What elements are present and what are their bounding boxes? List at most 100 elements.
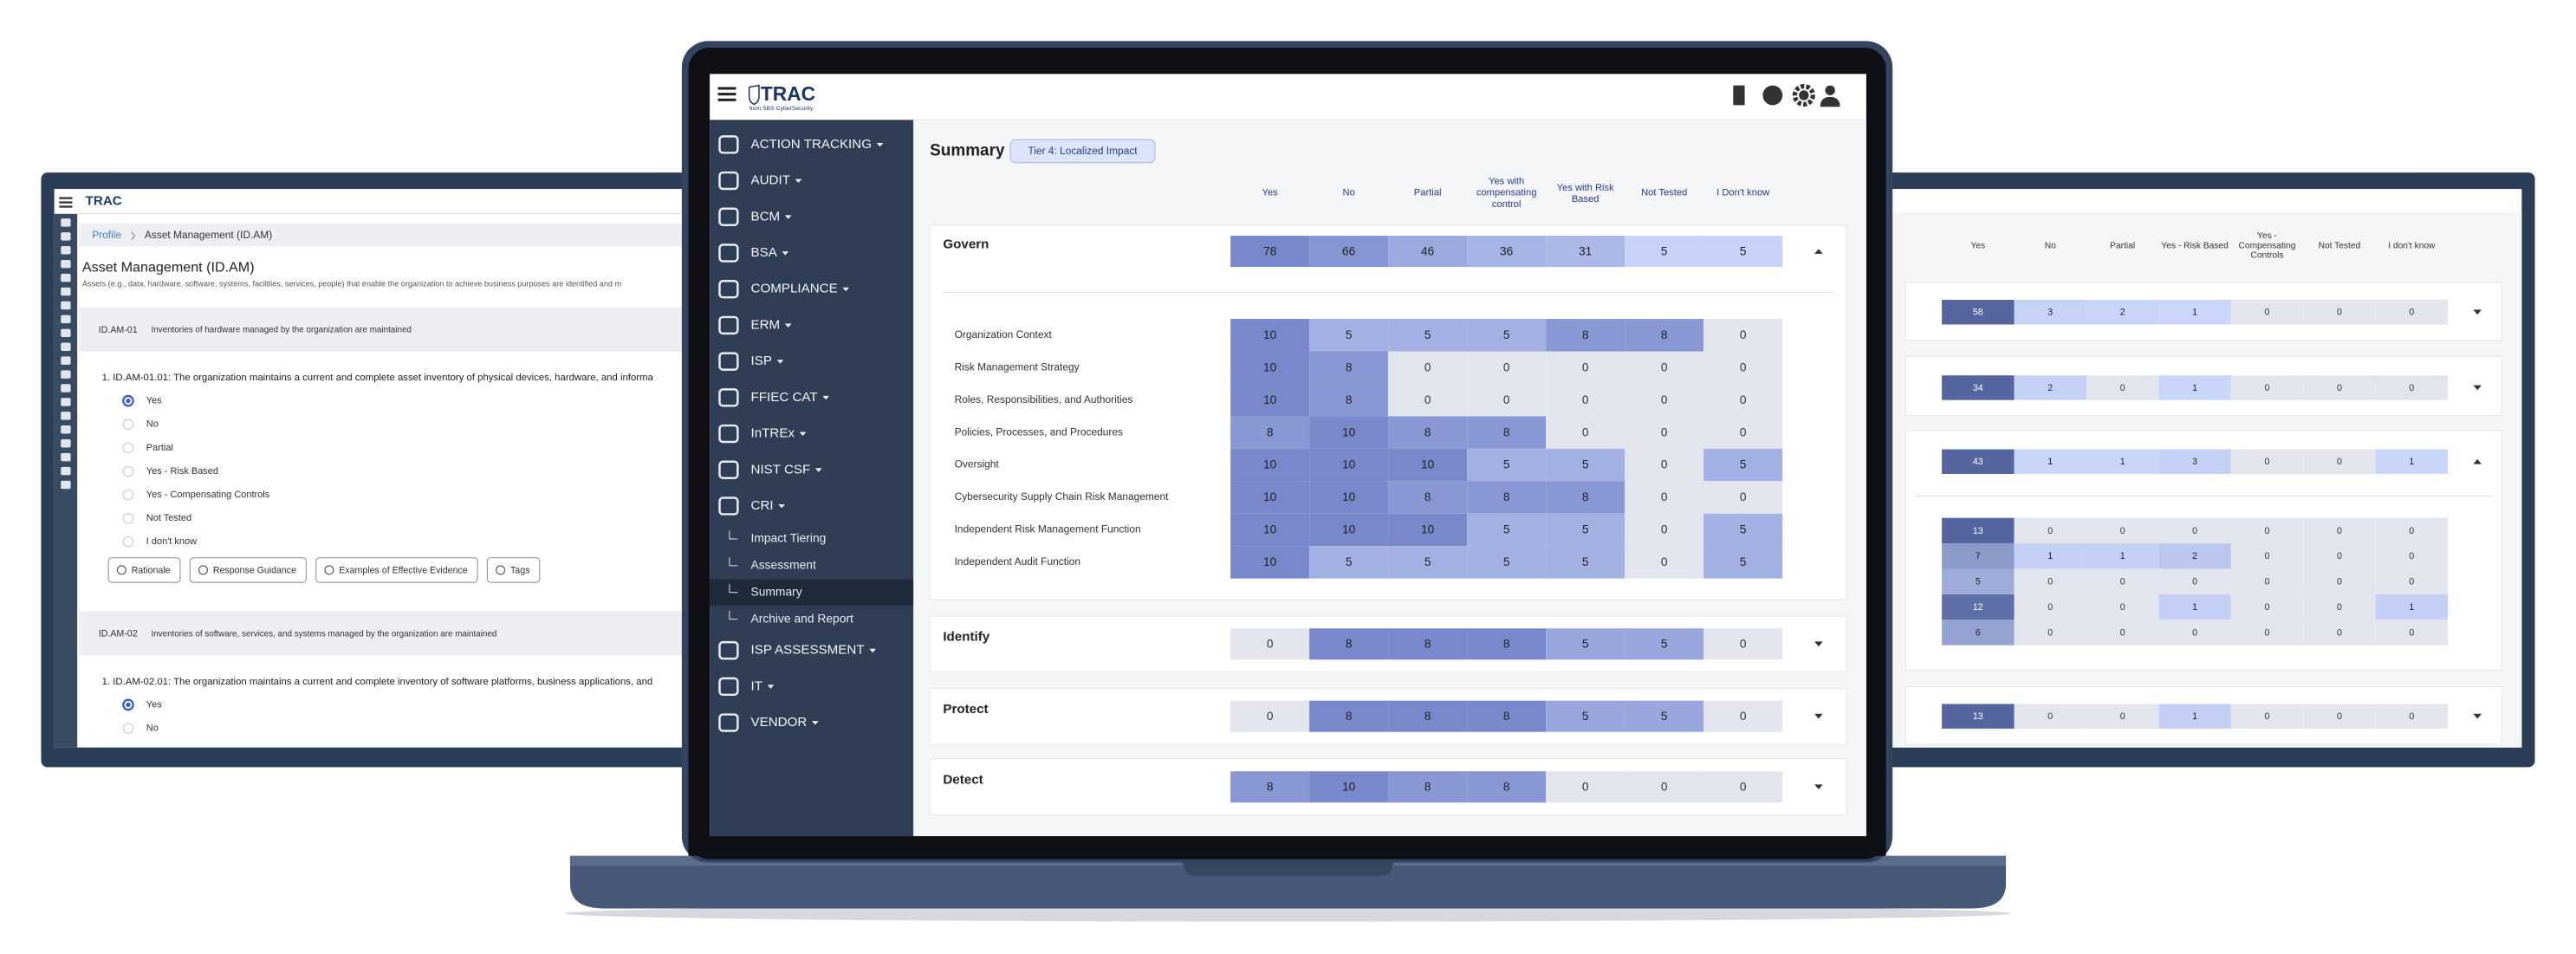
sidebar-icon[interactable] [61, 384, 71, 393]
heat-cell [2375, 517, 2449, 544]
sidebar-icon[interactable] [61, 398, 71, 406]
cell-value: 6 [1976, 627, 1981, 638]
radio[interactable] [122, 536, 134, 548]
cell-value: 43 [1973, 457, 1983, 467]
nav-subitem[interactable]: Summary [751, 584, 802, 598]
menu-icon[interactable] [717, 93, 736, 96]
button[interactable] [189, 557, 307, 583]
expand-toggle[interactable] [2473, 458, 2482, 464]
radio[interactable] [122, 723, 134, 734]
nav-item[interactable]: AUDIT [751, 173, 790, 188]
sidebar-icon[interactable] [61, 438, 71, 448]
sidebar-icon[interactable] [61, 246, 71, 255]
sidebar-icon[interactable] [61, 356, 71, 365]
expand-toggle[interactable] [1814, 784, 1823, 790]
option-label[interactable]: Partial [146, 443, 173, 453]
expand-toggle[interactable] [2473, 309, 2482, 315]
sidebar-icon[interactable] [61, 328, 71, 338]
radio[interactable] [122, 442, 134, 454]
cell-value: 12 [1973, 602, 1983, 613]
nav-item[interactable]: InTREx [751, 426, 795, 441]
nav-item[interactable]: ISP ASSESSMENT [751, 643, 865, 658]
radio[interactable] [122, 419, 134, 430]
button[interactable] [107, 557, 181, 583]
menu-icon[interactable] [717, 87, 736, 90]
sidebar-icon[interactable] [61, 342, 71, 351]
button-label[interactable]: Examples of Effective Evidence [339, 565, 468, 575]
sidebar-icon[interactable] [61, 480, 71, 490]
sidebar-icon[interactable] [61, 466, 71, 476]
sidebar-icon[interactable] [61, 452, 71, 462]
nav-item[interactable]: CRI [751, 498, 774, 513]
menu-icon[interactable] [59, 201, 73, 204]
cell-value: 5 [1740, 244, 1747, 257]
button-label[interactable]: Response Guidance [213, 565, 296, 575]
nav-item[interactable]: BCM [751, 209, 781, 224]
option-label[interactable]: No [146, 723, 159, 733]
nav-subitem[interactable]: Impact Tiering [751, 531, 827, 545]
tree-line [729, 584, 738, 594]
nav-subitem[interactable]: Assessment [751, 557, 816, 571]
nav-item[interactable]: COMPLIANCE [751, 282, 838, 296]
cell-value: 8 [1503, 490, 1510, 503]
menu-icon[interactable] [59, 205, 73, 208]
sidebar-icon[interactable] [61, 273, 71, 282]
button-label[interactable]: Tags [510, 565, 529, 575]
button[interactable] [486, 557, 541, 583]
expand-toggle[interactable] [2473, 713, 2482, 719]
nav-item[interactable]: ACTION TRACKING [751, 137, 873, 152]
nav-item[interactable]: FFIEC CAT [751, 390, 818, 405]
sidebar-icon[interactable] [61, 315, 71, 324]
nav-icon [718, 424, 739, 444]
sidebar-icon[interactable] [61, 425, 71, 434]
nav-item[interactable]: VENDOR [751, 715, 808, 730]
cell-value: 8 [1582, 490, 1589, 503]
heat-cell [1546, 513, 1625, 547]
nav-item[interactable]: IT [751, 678, 762, 693]
sidebar-icon[interactable] [61, 259, 71, 269]
option-label[interactable]: Not Tested [146, 513, 191, 523]
sidebar-icon[interactable] [61, 287, 71, 296]
expand-toggle[interactable] [1814, 249, 1823, 254]
nav-caret [784, 215, 792, 219]
option-label[interactable]: Yes [146, 699, 162, 710]
nav-subitem[interactable]: Archive and Report [751, 611, 854, 625]
cell-value: 0 [2120, 711, 2125, 722]
cell-value: 5 [1503, 555, 1510, 568]
radio[interactable] [122, 465, 134, 477]
option-label[interactable]: Yes - Compensating Controls [146, 490, 270, 500]
menu-icon[interactable] [59, 197, 73, 199]
option-label[interactable]: Yes [146, 396, 162, 406]
heat-cell [1942, 543, 2015, 569]
nav-item[interactable]: NIST CSF [751, 462, 811, 477]
cell-value: 8 [1503, 780, 1510, 793]
option-label[interactable]: I don't know [146, 536, 197, 547]
sidebar-icon[interactable] [61, 370, 71, 379]
nav-item[interactable]: BSA [751, 245, 778, 260]
option-label[interactable]: No [146, 419, 159, 430]
door-icon[interactable] [1733, 85, 1745, 106]
button[interactable] [315, 557, 478, 583]
heat-cell [1388, 416, 1468, 449]
radio[interactable] [122, 489, 134, 501]
breadcrumb-link[interactable]: Profile [92, 229, 121, 241]
user-icon-head[interactable] [1825, 85, 1835, 95]
sidebar-icon[interactable] [61, 412, 71, 420]
button-label[interactable]: Rationale [132, 565, 171, 575]
sidebar-icon[interactable] [61, 301, 71, 310]
menu-icon[interactable] [717, 98, 736, 101]
nav-item[interactable]: ISP [751, 354, 772, 368]
radio[interactable] [122, 512, 134, 524]
option-label[interactable]: Yes - Risk Based [146, 466, 218, 477]
expand-toggle[interactable] [1814, 641, 1823, 647]
expand-toggle[interactable] [1814, 713, 1823, 719]
sidebar [710, 120, 914, 837]
sidebar-icon[interactable] [61, 232, 71, 241]
sidebar-icon[interactable] [61, 218, 71, 227]
nav-item[interactable]: ERM [751, 317, 781, 332]
cell-value: 0 [2120, 627, 2125, 638]
settings-icon[interactable] [1792, 83, 1815, 107]
expand-toggle[interactable] [2473, 385, 2482, 391]
help-icon[interactable] [1762, 85, 1783, 106]
heat-cell [1546, 236, 1625, 268]
